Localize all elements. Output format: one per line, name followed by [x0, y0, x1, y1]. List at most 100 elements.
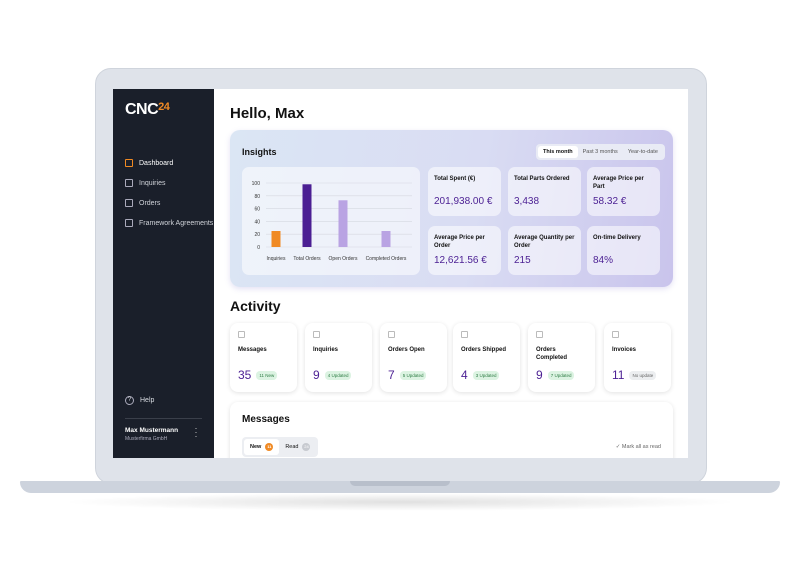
card-label: Orders Completed — [536, 347, 568, 361]
message-icon — [238, 331, 245, 338]
sidebar-nav: Dashboard Inquiries Orders Framework Agr… — [125, 153, 213, 233]
card-value: 11 — [612, 368, 625, 382]
card-value: 7 — [388, 368, 395, 382]
activity-card-inquiries[interactable]: Inquiries 9 4 Updated — [305, 323, 372, 392]
messages-title: Messages — [242, 414, 290, 425]
help-label: Help — [140, 397, 155, 404]
mark-all-label: Mark all as read — [621, 444, 661, 450]
more-icon[interactable]: · · · — [194, 423, 198, 441]
main: Hello, Max Insights This month Past 3 mo… — [214, 89, 688, 458]
activity-card-orders-open[interactable]: Orders Open 7 5 Updated — [380, 323, 447, 392]
sidebar-item-label: Dashboard — [139, 159, 174, 167]
stat-avg-price-order: Average Price per Order 12,621.56 € — [428, 226, 501, 275]
tab-label: Read — [285, 444, 299, 450]
laptop-shadow — [60, 493, 740, 511]
stat-label: On-time Delivery — [593, 235, 641, 241]
status-badge: 5 Updated — [399, 370, 427, 380]
status-badge: 11 New — [256, 370, 278, 380]
user-profile[interactable]: Max Mustermann Musterfirma GmbH — [125, 427, 178, 442]
range-selector: This month Past 3 months Year-to-date — [536, 144, 665, 160]
stat-value: 58.32 € — [593, 196, 627, 207]
stat-value: 201,938.00 € — [434, 196, 493, 207]
screen: CNC24 Dashboard Inquiries Orders Framewo… — [113, 89, 688, 458]
sidebar-item-orders[interactable]: Orders — [125, 193, 213, 213]
card-label: Messages — [238, 347, 267, 353]
checkbox-icon — [125, 199, 133, 207]
activity-card-orders-shipped[interactable]: Orders Shipped 4 3 Updated — [453, 323, 520, 392]
sidebar-item-inquiries[interactable]: Inquiries — [125, 173, 213, 193]
status-badge: 7 Updated — [547, 370, 575, 380]
insights-panel: Insights This month Past 3 months Year-t… — [230, 130, 673, 287]
activity-card-invoices[interactable]: Invoices 11 No update — [604, 323, 671, 392]
stat-label: Average Quantity per Order — [514, 235, 575, 249]
y-tick-label: 80 — [254, 194, 260, 200]
stat-value: 84% — [593, 255, 614, 266]
range-year-to-date[interactable]: Year-to-date — [627, 149, 658, 155]
status-badge: 4 Updated — [324, 370, 352, 380]
divider — [125, 418, 202, 419]
sidebar: CNC24 Dashboard Inquiries Orders Framewo… — [113, 89, 214, 458]
card-label: Inquiries — [313, 347, 339, 353]
sidebar-item-label: Orders — [139, 199, 161, 207]
bar-chart: 0 20 40 60 80 100 Inquiries Total Orders Open Or… — [252, 181, 412, 262]
stat-value: 12,621.56 € — [434, 255, 487, 266]
bar-open-orders — [338, 200, 348, 247]
y-tick-label: 20 — [254, 232, 260, 238]
stat-avg-price-part: Average Price per Part 58.32 € — [587, 167, 660, 216]
x-tick-label: Total Orders — [293, 256, 321, 262]
mark-all-read-button[interactable]: ✓ Mark all as read — [616, 444, 661, 450]
stat-avg-quantity: Average Quantity per Order 215 — [508, 226, 581, 275]
user-company: Musterfirma GmbH — [125, 436, 168, 442]
sidebar-item-label: Inquiries — [139, 179, 166, 187]
user-name: Max Mustermann — [125, 427, 179, 434]
stat-label: Average Price per Order — [434, 235, 485, 249]
count-badge: 24 — [302, 443, 311, 451]
calendar-icon — [313, 331, 320, 338]
check-icon: ✓ — [615, 444, 622, 450]
tab-new[interactable]: New 11 — [244, 439, 280, 455]
x-tick-label: Inquiries — [267, 256, 286, 262]
page-title: Hello, Max — [230, 105, 305, 122]
card-label: Orders Shipped — [461, 347, 507, 353]
chart-card: 0 20 40 60 80 100 Inquiries Total Orders Open Or… — [242, 167, 420, 275]
box-icon — [388, 331, 395, 338]
bar-total-orders — [302, 184, 312, 247]
activity-card-orders-completed[interactable]: Orders Completed 9 7 Updated — [528, 323, 595, 392]
range-this-month[interactable]: This month — [538, 146, 578, 158]
message-tabs: New 11 Read 24 — [242, 437, 319, 457]
card-label: Orders Open — [388, 347, 425, 353]
y-tick-label: 40 — [254, 219, 260, 225]
help-icon: ? — [125, 396, 134, 405]
stat-total-spent: Total Spent (€) 201,938.00 € — [428, 167, 501, 216]
sidebar-item-dashboard[interactable]: Dashboard — [125, 153, 213, 173]
status-badge: 3 Updated — [472, 370, 500, 380]
insights-title: Insights — [242, 147, 277, 157]
stat-on-time-delivery: On-time Delivery 84% — [587, 226, 660, 275]
logo[interactable]: CNC24 — [125, 101, 170, 118]
card-label: Invoices — [612, 347, 637, 353]
tab-label: New — [250, 444, 262, 450]
y-tick-label: 0 — [257, 245, 260, 251]
activity-title: Activity — [230, 298, 281, 314]
stat-label: Total Parts Ordered — [514, 176, 570, 182]
sidebar-item-label: Framework Agreements — [139, 219, 214, 227]
stat-label: Average Price per Part — [593, 176, 644, 190]
card-value: 4 — [461, 368, 468, 382]
activity-card-messages[interactable]: Messages 35 11 New — [230, 323, 297, 392]
card-value: 9 — [313, 368, 320, 382]
sidebar-item-framework-agreements[interactable]: Framework Agreements — [125, 213, 213, 233]
stat-total-parts: Total Parts Ordered 3,438 — [508, 167, 581, 216]
x-tick-label: Completed Orders — [366, 256, 407, 262]
truck-icon — [461, 331, 468, 338]
help-link[interactable]: ? Help — [125, 396, 154, 405]
badge-check-icon — [536, 331, 543, 338]
stat-value: 215 — [514, 255, 531, 266]
x-tick-label: Open Orders — [329, 256, 358, 262]
tab-read[interactable]: Read 24 — [279, 439, 316, 455]
stat-label: Total Spent (€) — [434, 176, 476, 182]
invoice-icon — [612, 331, 619, 338]
status-badge: No update — [629, 370, 657, 380]
range-past-3-months[interactable]: Past 3 months — [582, 149, 618, 155]
stat-value: 3,438 — [514, 196, 540, 207]
y-tick-label: 100 — [252, 181, 261, 187]
